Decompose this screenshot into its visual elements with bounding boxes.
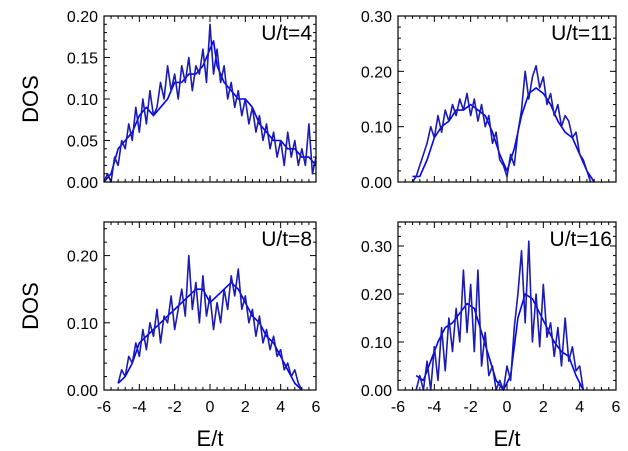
panel-1-annotation: U/t=4 <box>261 22 312 45</box>
y-tick-label: 0.10 <box>361 335 392 352</box>
y-tick-label: 0.10 <box>361 120 392 137</box>
panel-4-annotation: U/t=16 <box>550 228 612 251</box>
y-tick-label: 0.00 <box>361 175 392 192</box>
panel-2-annotation: U/t=11 <box>551 22 612 45</box>
y-tick-label: 0.20 <box>361 64 392 81</box>
panel-3: -6 -4 -2 0 2 4 6 0.00 0.10 0.20 U/t=8 DOS E/t <box>18 221 321 451</box>
x-tick-label: -4 <box>132 399 146 416</box>
y-tick-label: 0.00 <box>67 175 98 192</box>
x-tick-label: -2 <box>168 399 182 416</box>
x-axis-label: E/t <box>494 426 521 451</box>
y-tick-label: 0.20 <box>361 287 392 304</box>
y-tick-label: 0.05 <box>67 134 98 151</box>
panel-1-series-2-line <box>103 23 317 183</box>
x-tick-label: -6 <box>97 399 111 416</box>
x-tick-label: -6 <box>391 399 405 416</box>
y-tick-label: 0.30 <box>361 9 392 26</box>
panel-4: -6 -4 -2 0 2 4 6 0.00 0.10 0.20 0.30 U/t=16 E/t <box>361 221 621 451</box>
x-tick-label: 2 <box>241 399 250 416</box>
panel-4-series-2-line <box>415 240 585 391</box>
y-tick-label: 0.15 <box>67 51 98 68</box>
x-tick-label: 0 <box>503 399 512 416</box>
y-axis-label: DOS <box>18 75 43 123</box>
x-tick-label: 4 <box>575 399 584 416</box>
x-tick-label: 6 <box>312 399 321 416</box>
panel-3-series-2-line <box>117 254 303 391</box>
y-tick-label: 0.00 <box>67 383 98 400</box>
y-tick-label: 0.20 <box>67 9 98 26</box>
y-tick-label: 0.00 <box>361 383 392 400</box>
x-tick-label: 2 <box>539 399 548 416</box>
panel-3-annotation: U/t=8 <box>261 228 312 251</box>
x-tick-label: 6 <box>612 399 621 416</box>
x-tick-label: -4 <box>427 399 441 416</box>
y-tick-label: 0.20 <box>67 249 98 266</box>
x-tick-label: 4 <box>276 399 285 416</box>
x-tick-label: -2 <box>464 399 478 416</box>
x-axis-label: E/t <box>197 426 224 451</box>
y-axis-label: DOS <box>18 282 43 330</box>
y-tick-label: 0.10 <box>67 316 98 333</box>
y-tick-label: 0.30 <box>361 239 392 256</box>
panel-1: 0.00 0.05 0.10 0.15 0.20 U/t=4 DOS <box>18 9 317 192</box>
panel-2: 0.00 0.10 0.20 0.30 U/t=11 <box>361 9 617 192</box>
y-tick-label: 0.10 <box>67 92 98 109</box>
x-tick-label: 0 <box>206 399 215 416</box>
panel-2-series-2-line <box>411 65 592 183</box>
